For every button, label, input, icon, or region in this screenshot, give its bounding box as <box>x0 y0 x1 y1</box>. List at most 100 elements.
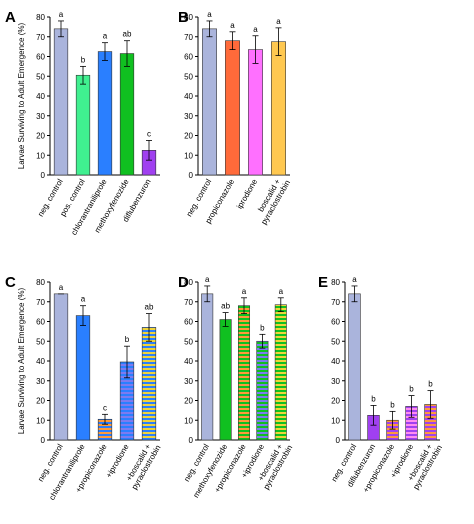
y-tick-label: 50 <box>331 337 340 346</box>
significance-letter: a <box>205 275 210 284</box>
significance-letter: b <box>125 335 130 344</box>
panel-C: C 0 10 20 30 40 50 60 70 80 Larvae Surviving to Ad… <box>5 274 163 502</box>
bar-C-1 <box>53 293 69 441</box>
significance-letter: a <box>279 287 284 296</box>
y-axis-label: Larvae Surviving to Adult Emergence (%) <box>17 288 26 435</box>
y-tick-label: 50 <box>36 337 45 346</box>
significance-letter: a <box>242 287 247 296</box>
y-tick-label: 50 <box>36 72 45 81</box>
y-tick-label: 40 <box>184 92 193 101</box>
significance-letter: a <box>103 32 108 41</box>
bar-A-3 <box>97 51 113 176</box>
bar-A-4 <box>119 53 135 176</box>
significance-letter: b <box>371 394 376 403</box>
y-tick-label: 60 <box>36 318 45 327</box>
y-tick-label: 40 <box>36 92 45 101</box>
panel-label: A <box>5 9 16 26</box>
y-tick-label: 0 <box>41 171 46 180</box>
bar-D-5 <box>274 304 287 441</box>
y-tick-label: 30 <box>36 377 45 386</box>
y-tick-label: 70 <box>36 33 45 42</box>
y-tick-label: 80 <box>331 278 340 287</box>
y-tick-label: 30 <box>184 112 193 121</box>
y-tick-label: 10 <box>331 416 340 425</box>
y-tick-label: 20 <box>184 397 193 406</box>
significance-letter: c <box>147 129 151 138</box>
significance-letter: b <box>428 380 433 389</box>
panel-label: C <box>5 274 16 291</box>
significance-letter: a <box>207 10 212 19</box>
y-tick-label: 60 <box>184 318 193 327</box>
y-tick-label: 80 <box>36 13 45 22</box>
y-tick-label: 80 <box>184 13 193 22</box>
y-tick-label: 0 <box>189 171 194 180</box>
bar-D-4 <box>256 340 269 441</box>
y-axis-label: Larvae Surviving to Adult Emergence (%) <box>17 23 26 170</box>
y-tick-label: 60 <box>331 318 340 327</box>
significance-letter: ab <box>145 303 154 312</box>
significance-letter: b <box>260 323 265 332</box>
y-tick-label: 80 <box>36 278 45 287</box>
y-tick-label: 40 <box>36 357 45 366</box>
y-tick-label: 50 <box>184 337 193 346</box>
y-tick-label: 60 <box>184 53 193 62</box>
significance-letter: a <box>352 275 357 284</box>
bar-A-1 <box>53 28 69 176</box>
bar-B-2 <box>225 40 240 176</box>
y-tick-label: 10 <box>36 416 45 425</box>
significance-letter: ab <box>123 30 132 39</box>
y-tick-label: 20 <box>184 132 193 141</box>
significance-letter: b <box>390 400 395 409</box>
bar-C-2 <box>75 315 91 441</box>
y-tick-label: 10 <box>184 416 193 425</box>
significance-letter: ab <box>221 302 230 311</box>
bar-B-4 <box>271 41 286 176</box>
y-tick-label: 70 <box>36 298 45 307</box>
y-tick-label: 10 <box>36 151 45 160</box>
y-tick-label: 0 <box>336 436 341 445</box>
panel-label: B <box>178 9 189 26</box>
y-tick-label: 20 <box>331 397 340 406</box>
bar-E-1 <box>348 293 361 441</box>
y-tick-label: 40 <box>331 357 340 366</box>
y-tick-label: 0 <box>189 436 194 445</box>
panel-A: A 0 10 20 30 40 50 60 70 80 Larvae Surviving to Ad… <box>5 9 160 237</box>
y-tick-label: 0 <box>41 436 46 445</box>
y-tick-label: 30 <box>331 377 340 386</box>
significance-letter: c <box>103 403 107 412</box>
y-tick-label: 20 <box>36 397 45 406</box>
bar-B-1 <box>202 28 217 176</box>
y-tick-label: 80 <box>184 278 193 287</box>
y-tick-label: 40 <box>184 357 193 366</box>
bar-B-3 <box>248 49 263 176</box>
significance-letter: b <box>409 385 414 394</box>
bar-C-5 <box>141 327 157 441</box>
panel-label: E <box>318 274 328 291</box>
y-tick-label: 70 <box>184 33 193 42</box>
y-tick-label: 30 <box>36 112 45 121</box>
significance-letter: a <box>253 25 258 34</box>
y-tick-label: 20 <box>36 132 45 141</box>
bar-D-3 <box>237 305 251 441</box>
y-tick-label: 50 <box>184 72 193 81</box>
panel-label: D <box>178 274 189 291</box>
y-tick-label: 60 <box>36 53 45 62</box>
significance-letter: a <box>81 295 86 304</box>
bar-A-2 <box>75 74 91 176</box>
y-tick-label: 10 <box>184 151 193 160</box>
bar-D-2 <box>219 319 232 441</box>
y-tick-label: 70 <box>184 298 193 307</box>
y-tick-label: 30 <box>184 377 193 386</box>
significance-letter: a <box>276 17 281 26</box>
y-tick-label: 70 <box>331 298 340 307</box>
bar-D-1 <box>201 293 214 441</box>
significance-letter: b <box>81 55 86 64</box>
significance-letter: a <box>59 10 64 19</box>
category-label: iprodione <box>235 177 260 210</box>
significance-letter: a <box>59 283 64 292</box>
significance-letter: a <box>230 21 235 30</box>
